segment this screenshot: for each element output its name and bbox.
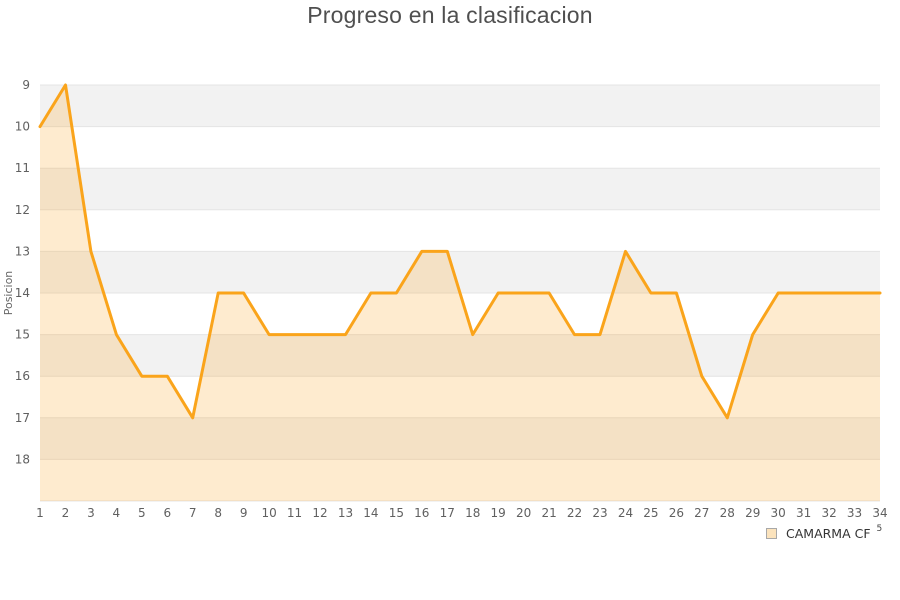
svg-text:23: 23 — [592, 506, 607, 520]
svg-text:7: 7 — [189, 506, 197, 520]
svg-text:21: 21 — [541, 506, 556, 520]
svg-text:4: 4 — [113, 506, 121, 520]
y-axis-labels: 9 10 11 12 13 14 15 16 17 18 — [15, 78, 30, 466]
svg-text:18: 18 — [465, 506, 480, 520]
svg-text:16: 16 — [414, 506, 429, 520]
svg-text:17: 17 — [440, 506, 455, 520]
svg-text:18: 18 — [15, 452, 30, 466]
svg-text:8: 8 — [214, 506, 222, 520]
svg-text:2: 2 — [62, 506, 70, 520]
svg-text:19: 19 — [491, 506, 506, 520]
legend-item[interactable]: CAMARMA CF 5 — [766, 523, 883, 541]
svg-text:20: 20 — [516, 506, 531, 520]
svg-text:3: 3 — [87, 506, 95, 520]
svg-text:17: 17 — [15, 411, 30, 425]
x-axis-labels: 1 2 3 4 5 6 7 8 9 10 11 12 13 14 15 16 17 18 19 20 21 22 23 24 2… — [36, 506, 887, 520]
svg-text:9: 9 — [22, 78, 30, 92]
svg-text:10: 10 — [261, 506, 276, 520]
svg-text:16: 16 — [15, 369, 30, 383]
legend-series-label: CAMARMA CF — [786, 526, 871, 541]
svg-text:6: 6 — [163, 506, 171, 520]
svg-text:9: 9 — [240, 506, 248, 520]
svg-text:13: 13 — [15, 244, 30, 258]
y-axis-title: Posicion — [2, 271, 15, 316]
svg-text:15: 15 — [389, 506, 404, 520]
svg-text:5: 5 — [138, 506, 146, 520]
svg-text:22: 22 — [567, 506, 582, 520]
svg-text:11: 11 — [15, 161, 30, 175]
svg-text:12: 12 — [15, 203, 30, 217]
legend-marker-icon — [766, 528, 777, 539]
svg-text:32: 32 — [821, 506, 836, 520]
svg-text:30: 30 — [771, 506, 786, 520]
svg-text:14: 14 — [363, 506, 378, 520]
svg-text:34: 34 — [872, 506, 887, 520]
svg-text:27: 27 — [694, 506, 709, 520]
svg-text:12: 12 — [312, 506, 327, 520]
svg-text:11: 11 — [287, 506, 302, 520]
legend-superscript: 5 — [876, 523, 883, 534]
svg-text:13: 13 — [338, 506, 353, 520]
svg-text:26: 26 — [669, 506, 684, 520]
svg-text:25: 25 — [643, 506, 658, 520]
chart-title: Progreso en la clasificacion — [307, 2, 593, 28]
svg-text:24: 24 — [618, 506, 633, 520]
svg-text:15: 15 — [15, 328, 30, 342]
svg-text:31: 31 — [796, 506, 811, 520]
svg-text:10: 10 — [15, 120, 30, 134]
svg-text:28: 28 — [720, 506, 735, 520]
svg-text:14: 14 — [15, 286, 30, 300]
series-line — [38, 83, 882, 420]
svg-text:33: 33 — [847, 506, 862, 520]
svg-text:29: 29 — [745, 506, 760, 520]
svg-text:1: 1 — [36, 506, 44, 520]
